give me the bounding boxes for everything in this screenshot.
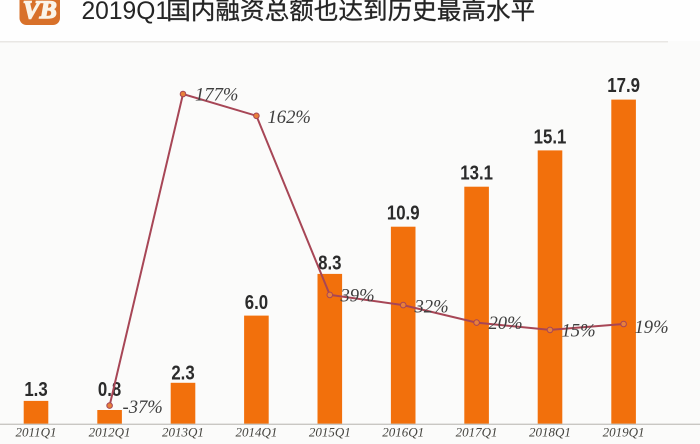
svg-text:17.9: 17.9 — [607, 74, 640, 97]
svg-text:2.3: 2.3 — [171, 361, 194, 384]
svg-text:2016Q1: 2016Q1 — [382, 425, 424, 440]
svg-text:20%: 20% — [489, 313, 523, 334]
svg-text:15.1: 15.1 — [534, 125, 567, 148]
svg-text:6.0: 6.0 — [245, 291, 268, 314]
svg-text:2014Q1: 2014Q1 — [235, 425, 277, 440]
svg-text:10.9: 10.9 — [387, 201, 420, 224]
svg-text:2018Q1: 2018Q1 — [529, 425, 571, 440]
svg-text:15%: 15% — [562, 320, 596, 341]
svg-text:0.8: 0.8 — [98, 378, 121, 401]
svg-text:-37%: -37% — [123, 397, 163, 418]
svg-text:2015Q1: 2015Q1 — [309, 425, 351, 440]
svg-text:1.3: 1.3 — [24, 378, 47, 401]
svg-text:162%: 162% — [268, 107, 311, 128]
svg-text:39%: 39% — [340, 285, 375, 306]
svg-text:32%: 32% — [414, 296, 449, 317]
svg-text:8.3: 8.3 — [318, 251, 341, 274]
svg-text:2013Q1: 2013Q1 — [162, 425, 204, 440]
svg-text:2017Q1: 2017Q1 — [456, 425, 498, 440]
svg-text:2012Q1: 2012Q1 — [89, 425, 131, 440]
svg-text:19%: 19% — [635, 317, 669, 338]
svg-text:2019Q1: 2019Q1 — [603, 425, 645, 440]
svg-text:177%: 177% — [195, 84, 238, 105]
svg-text:13.1: 13.1 — [460, 161, 493, 184]
svg-text:2019Q1: 2019Q1 — [82, 0, 170, 25]
svg-text:VB: VB — [23, 0, 57, 24]
svg-text:2011Q1: 2011Q1 — [16, 425, 57, 440]
